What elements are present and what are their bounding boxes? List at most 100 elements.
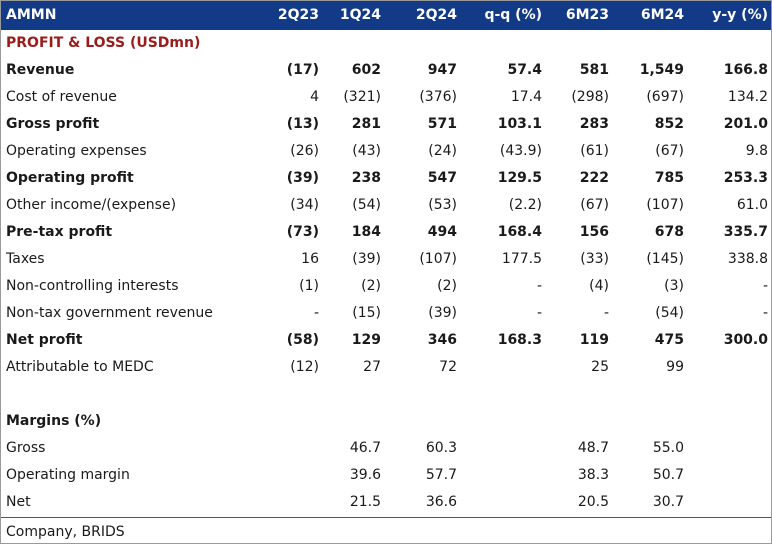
row-value bbox=[319, 408, 381, 435]
row-value: (15) bbox=[352, 305, 381, 321]
source-note: Company, BRIDS bbox=[6, 524, 125, 540]
row-value: 119 bbox=[579, 332, 609, 348]
row-value: 16 bbox=[301, 251, 319, 267]
row-value bbox=[241, 408, 319, 435]
row-value: 134.2 bbox=[727, 89, 768, 105]
row-value bbox=[241, 381, 319, 408]
row-value: (145) bbox=[646, 251, 684, 267]
row-value: 168.3 bbox=[497, 332, 542, 348]
row-value: (107) bbox=[419, 251, 457, 267]
row-value: 25 bbox=[591, 359, 609, 375]
table-row: Gross profit (13) 281 571 103.1 283 852 201.0 bbox=[1, 111, 771, 138]
row-value: (2) bbox=[437, 278, 457, 294]
row-value: - bbox=[536, 278, 542, 294]
row-value: 581 bbox=[579, 62, 609, 78]
row-value: 547 bbox=[427, 170, 457, 186]
row-value bbox=[684, 435, 768, 462]
row-value: - bbox=[536, 305, 542, 321]
row-value: (12) bbox=[290, 359, 319, 375]
row-value: 39.6 bbox=[349, 467, 381, 483]
row-value: (43) bbox=[352, 143, 381, 159]
row-value bbox=[457, 408, 542, 435]
table-row: Pre-tax profit (73) 184 494 168.4 156 678 335.7 bbox=[1, 219, 771, 246]
table-row: Margins (%) bbox=[1, 408, 771, 435]
table-row: Attributable to MEDC (12) 27 72 25 99 bbox=[1, 354, 771, 381]
row-value bbox=[319, 381, 381, 408]
row-value: 17.4 bbox=[510, 89, 542, 105]
row-value: 852 bbox=[654, 116, 684, 132]
row-value: (54) bbox=[352, 197, 381, 213]
row-value: 166.8 bbox=[723, 62, 768, 78]
row-value: 72 bbox=[439, 359, 457, 375]
row-value: (697) bbox=[646, 89, 684, 105]
row-value: (54) bbox=[655, 305, 684, 321]
row-value: (1) bbox=[299, 278, 319, 294]
header-col-qq: q-q (%) bbox=[484, 7, 542, 23]
table-row: Taxes 16 (39) (107) 177.5 (33) (145) 338.8 bbox=[1, 246, 771, 273]
row-value: 60.3 bbox=[425, 440, 457, 456]
row-value: 129 bbox=[351, 332, 381, 348]
row-value: (67) bbox=[655, 143, 684, 159]
header-col-2q24: 2Q24 bbox=[415, 7, 457, 23]
row-value bbox=[241, 435, 319, 462]
row-value bbox=[684, 462, 768, 489]
row-value: (376) bbox=[419, 89, 457, 105]
row-value: (321) bbox=[343, 89, 381, 105]
row-value bbox=[609, 408, 684, 435]
row-value: (107) bbox=[646, 197, 684, 213]
row-value: (53) bbox=[428, 197, 457, 213]
row-label: Net profit bbox=[6, 332, 83, 348]
row-value: 346 bbox=[427, 332, 457, 348]
row-label: Attributable to MEDC bbox=[6, 359, 154, 375]
row-value: (24) bbox=[428, 143, 457, 159]
header-col-2q23: 2Q23 bbox=[277, 7, 319, 23]
row-value bbox=[381, 381, 457, 408]
row-value bbox=[684, 408, 768, 435]
row-label: Operating profit bbox=[6, 170, 134, 186]
row-value: 785 bbox=[654, 170, 684, 186]
row-value bbox=[381, 408, 457, 435]
row-value bbox=[457, 462, 542, 489]
row-value: 55.0 bbox=[652, 440, 684, 456]
table-row: Non-tax government revenue - (15) (39) - - (54… bbox=[1, 300, 771, 327]
row-value: 27 bbox=[363, 359, 381, 375]
row-label: Operating expenses bbox=[6, 143, 147, 159]
row-value: (43.9) bbox=[499, 143, 542, 159]
row-value: 20.5 bbox=[577, 494, 609, 510]
row-value: (2.2) bbox=[508, 197, 542, 213]
row-value: (17) bbox=[286, 62, 319, 78]
row-value: 36.6 bbox=[425, 494, 457, 510]
row-value: (39) bbox=[286, 170, 319, 186]
row-label: Non-controlling interests bbox=[6, 278, 179, 294]
row-label: Revenue bbox=[6, 62, 75, 78]
row-value bbox=[609, 381, 684, 408]
header-col-1q24: 1Q24 bbox=[339, 7, 381, 23]
row-value: (73) bbox=[286, 224, 319, 240]
row-value: 4 bbox=[310, 89, 319, 105]
row-label: Non-tax government revenue bbox=[6, 305, 213, 321]
row-value bbox=[457, 435, 542, 462]
section-title: PROFIT & LOSS (USDmn) bbox=[6, 35, 201, 51]
row-value: 38.3 bbox=[577, 467, 609, 483]
row-label: Cost of revenue bbox=[6, 89, 117, 105]
header-col-6m24: 6M24 bbox=[640, 7, 684, 23]
row-value: 222 bbox=[579, 170, 609, 186]
row-value: 571 bbox=[427, 116, 457, 132]
row-label: Gross profit bbox=[6, 116, 100, 132]
table-row bbox=[1, 381, 771, 408]
row-value bbox=[542, 381, 609, 408]
row-value: (3) bbox=[664, 278, 684, 294]
row-value: (33) bbox=[580, 251, 609, 267]
table-row: Operating profit (39) 238 547 129.5 222 785 253… bbox=[1, 165, 771, 192]
row-value: 283 bbox=[579, 116, 609, 132]
row-value: 99 bbox=[666, 359, 684, 375]
table-row: Other income/(expense) (34) (54) (53) (2.2) (… bbox=[1, 192, 771, 219]
row-value bbox=[684, 354, 768, 381]
row-value: 9.8 bbox=[745, 143, 768, 159]
row-value: 57.7 bbox=[425, 467, 457, 483]
row-value: 602 bbox=[351, 62, 381, 78]
row-value: 30.7 bbox=[652, 494, 684, 510]
row-value: 494 bbox=[427, 224, 457, 240]
row-value: - bbox=[603, 305, 609, 321]
table-row: Operating margin 39.6 57.7 38.3 50.7 bbox=[1, 462, 771, 489]
